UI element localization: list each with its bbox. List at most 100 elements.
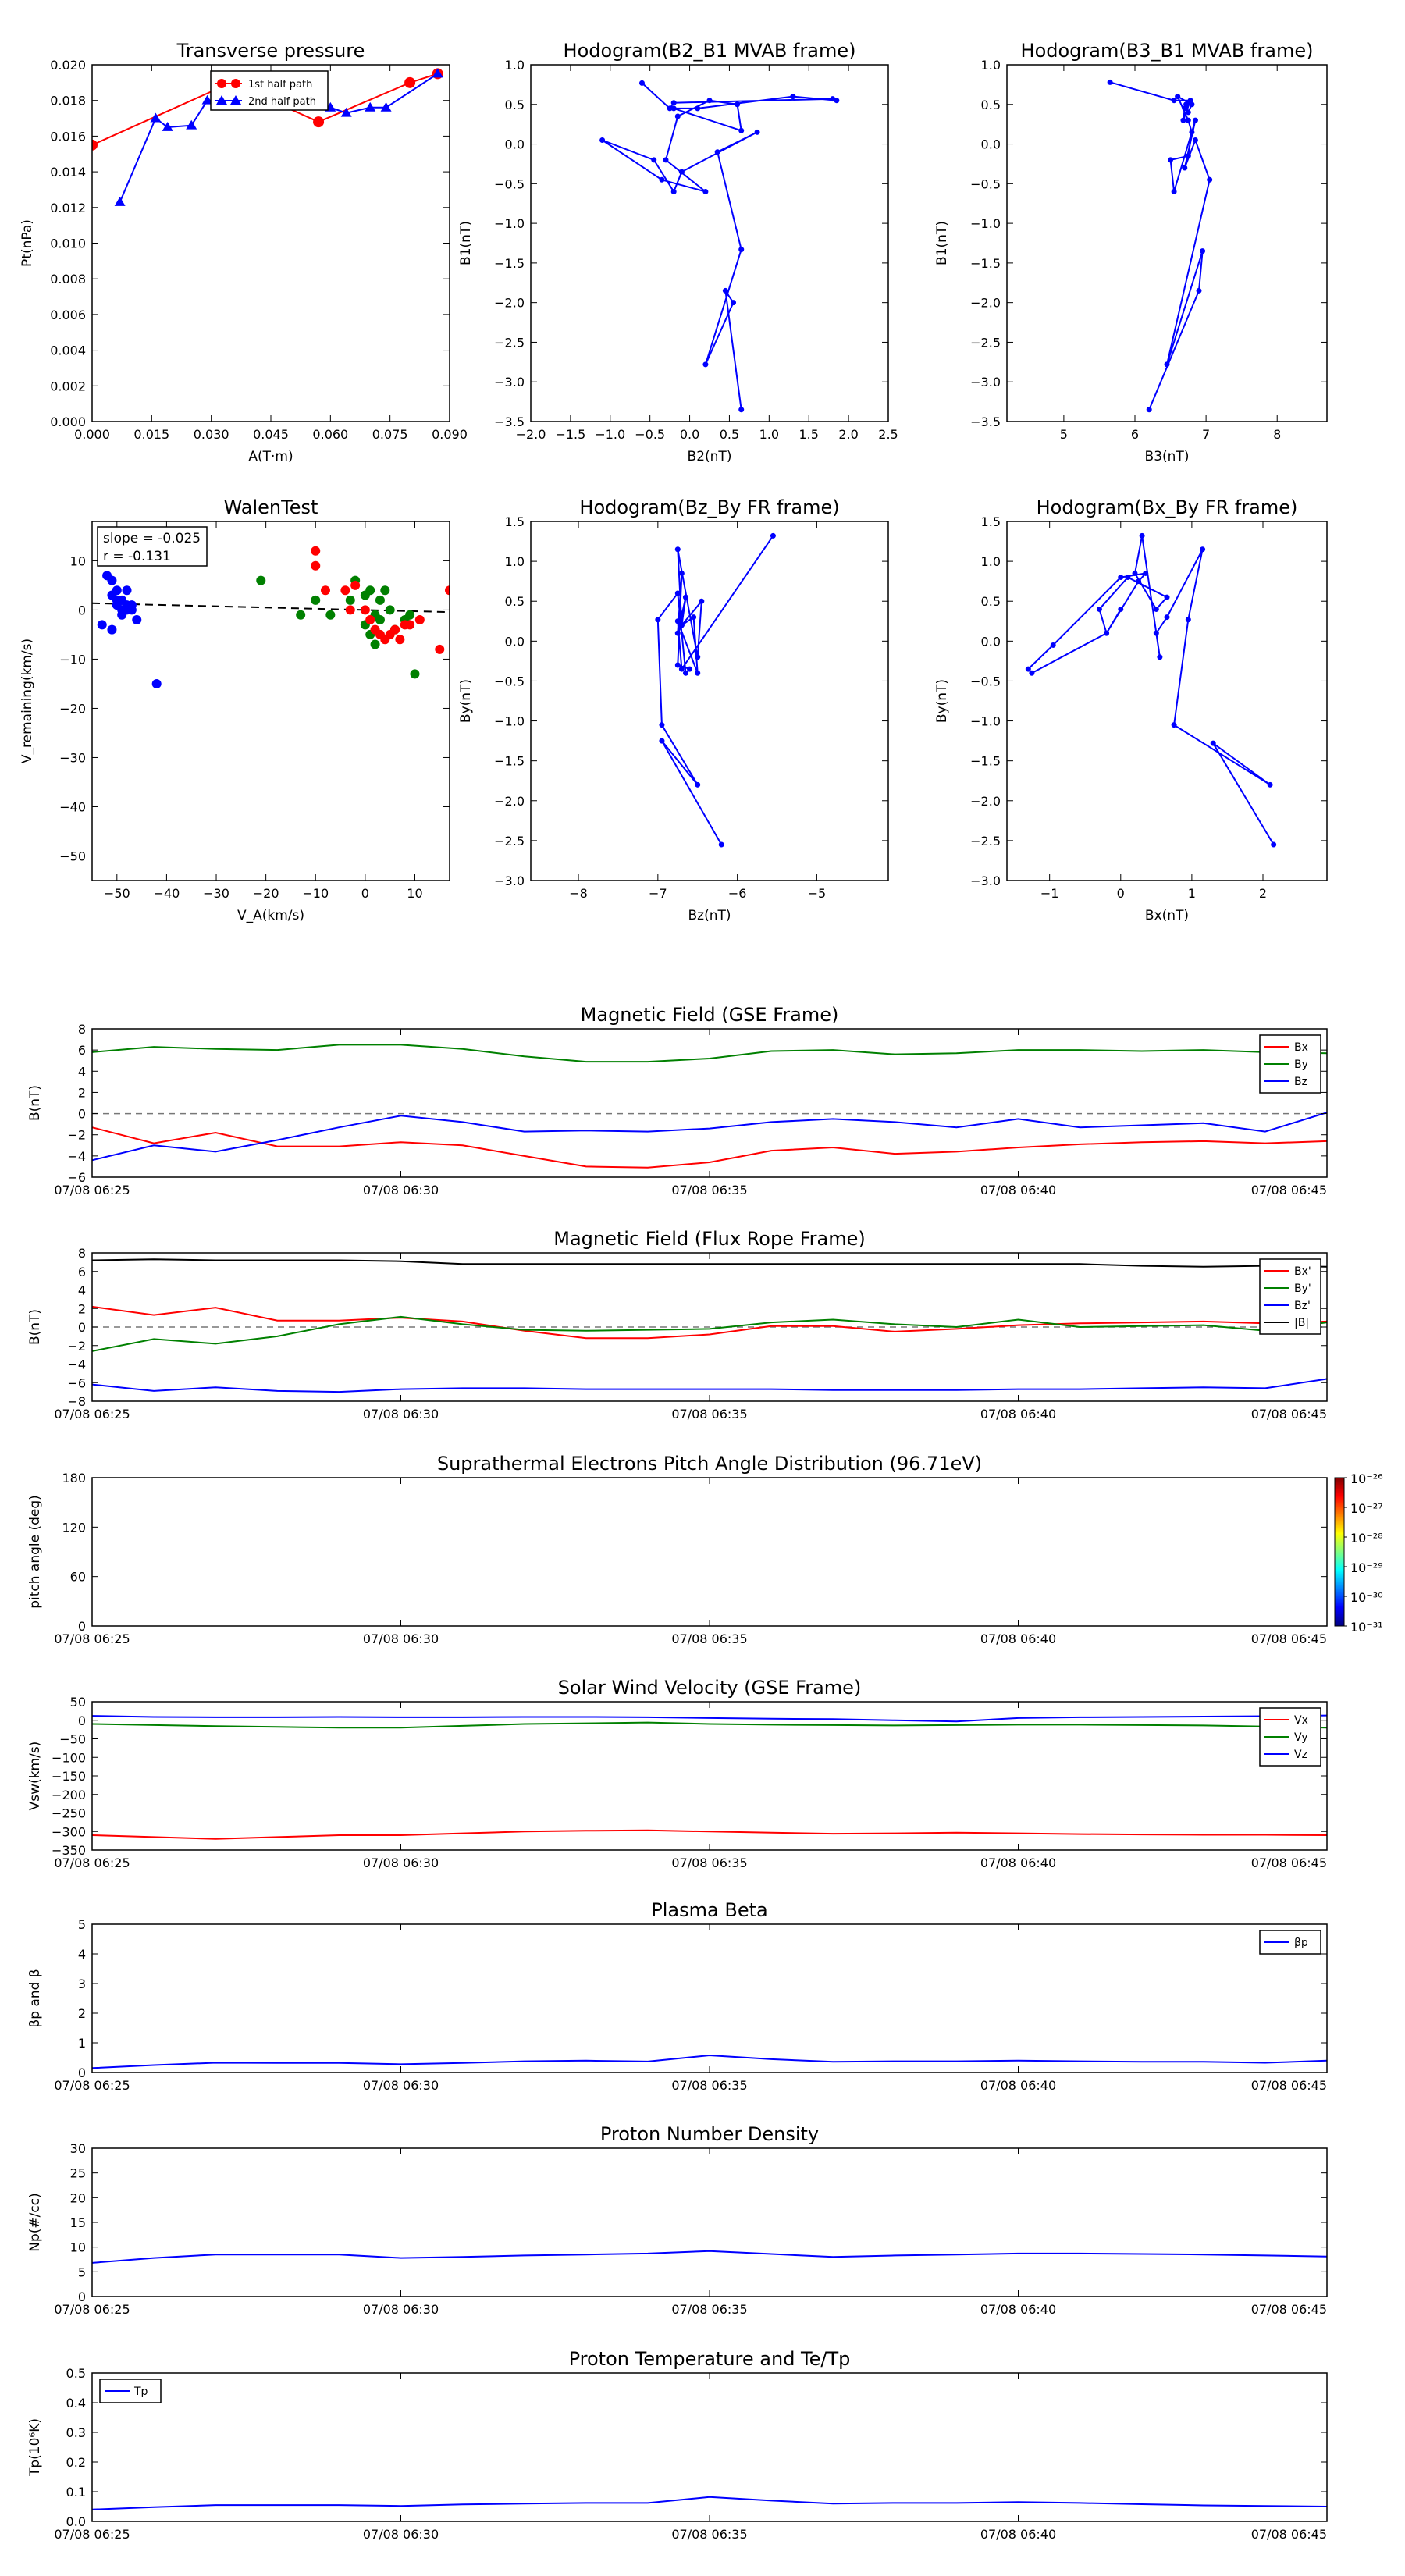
x-axis-label: V_A(km/s) <box>237 908 304 923</box>
y-tick-label: −0.5 <box>494 674 525 688</box>
y-tick-label: 60 <box>70 1570 86 1585</box>
data-point <box>380 585 390 596</box>
y-tick-label: −250 <box>52 1806 86 1821</box>
data-point <box>256 575 266 585</box>
y-tick-label: 0.1 <box>66 2485 86 2500</box>
x-tick-label: 0.090 <box>432 427 468 442</box>
x-tick-label: 0.0 <box>680 427 699 442</box>
y-tick-label: 0.000 <box>50 415 86 429</box>
x-tick-label: −2.0 <box>516 427 546 442</box>
y-axis-label: V_remaining(km/s) <box>20 639 35 763</box>
data-point <box>674 113 681 119</box>
y-tick-label: −20 <box>59 701 86 716</box>
chart-vsw: Solar Wind Velocity (GSE Frame) 07/08 06:… <box>27 1677 1328 1870</box>
colorbar-tick-label: 10⁻²⁷ <box>1350 1501 1383 1516</box>
y-tick-label: 0.020 <box>50 58 86 73</box>
y-tick-label: 1.5 <box>505 514 525 529</box>
annotation-slope: slope = -0.025 <box>103 531 201 546</box>
y-tick-label: 0.002 <box>50 379 86 393</box>
y-tick-label: 0.0 <box>981 137 1001 152</box>
data-point <box>738 407 745 413</box>
data-point <box>1164 594 1170 600</box>
y-tick-label: −2.0 <box>970 296 1001 311</box>
x-tick-label: 10 <box>407 886 422 901</box>
x-tick-label: −5 <box>808 886 827 901</box>
data-point <box>1187 98 1193 104</box>
data-point <box>1118 606 1124 612</box>
chart-pt: Transverse pressure 0.000 0.015 0.030 0.045 0… <box>20 40 468 464</box>
x-tick-label: 0.030 <box>194 427 229 442</box>
data-point <box>1125 575 1131 581</box>
y-tick-label: 0.0 <box>981 634 1001 649</box>
y-tick-label: −6 <box>67 1170 86 1185</box>
x-tick-label: 0 <box>1117 886 1125 901</box>
data-point <box>699 598 705 604</box>
y-tick-label: −150 <box>52 1769 86 1784</box>
x-tick-label: 07/08 06:35 <box>671 2527 747 2542</box>
y-tick-label: −1.0 <box>494 714 525 729</box>
y-tick-label: 5 <box>78 1917 86 1932</box>
y-tick-label: −8 <box>67 1394 86 1409</box>
x-tick-label: −1.5 <box>555 427 585 442</box>
y-tick-label: −3.0 <box>970 873 1001 888</box>
data-point <box>92 139 98 151</box>
data-point <box>599 137 606 143</box>
y-tick-label: 20 <box>70 2190 86 2205</box>
x-tick-label: 07/08 06:35 <box>671 2078 747 2093</box>
data-point <box>112 585 122 596</box>
data-point <box>1185 117 1191 123</box>
series-s0-line <box>602 82 838 410</box>
plot-frame <box>91 2372 1328 2522</box>
y-tick-label: 0.2 <box>66 2455 86 2470</box>
y-tick-label: −6 <box>67 1375 86 1390</box>
data-point <box>126 600 137 610</box>
plot-frame <box>1006 521 1328 881</box>
data-point <box>320 585 330 596</box>
y-tick-label: 4 <box>78 1283 86 1298</box>
y-tick-label: 6 <box>78 1043 86 1058</box>
y-axis-label: By(nT) <box>934 679 950 723</box>
x-tick-label: −1.0 <box>595 427 625 442</box>
x-tick-label: −50 <box>104 886 130 901</box>
series-tp-line <box>92 2496 1327 2510</box>
y-tick-label: 0.3 <box>66 2425 86 2440</box>
data-point <box>1196 287 1202 294</box>
data-point <box>345 595 355 605</box>
legend-label: Bz <box>1294 1076 1307 1088</box>
x-tick-label: 07/08 06:45 <box>1251 1631 1327 1646</box>
y-tick-label: −1.5 <box>494 754 525 769</box>
y-tick-label: 0.5 <box>505 98 525 112</box>
y-tick-label: 0.014 <box>50 165 86 180</box>
y-tick-label: −100 <box>52 1750 86 1765</box>
y-tick-label: 0.006 <box>50 308 86 322</box>
y-tick-label: 0.004 <box>50 343 86 358</box>
data-point <box>678 570 685 576</box>
data-point <box>651 157 657 163</box>
x-tick-label: 07/08 06:35 <box>671 1183 747 1197</box>
x-tick-label: 07/08 06:25 <box>54 2527 130 2542</box>
y-axis-label: Np(#/cc) <box>27 2193 43 2251</box>
y-tick-label: −3.5 <box>970 415 1001 429</box>
x-tick-label: 1.5 <box>799 427 818 442</box>
data-point <box>695 670 701 676</box>
data-point <box>667 105 673 112</box>
legend-label: |B| <box>1294 1317 1309 1329</box>
y-tick-label: −30 <box>59 750 86 765</box>
y-tick-label: 0.016 <box>50 129 86 144</box>
data-point <box>678 169 685 175</box>
legend-label: Bx' <box>1294 1265 1311 1278</box>
chart-title: Hodogram(B2_B1 MVAB frame) <box>564 40 856 62</box>
y-tick-label: −3.0 <box>970 375 1001 390</box>
y-tick-label: 1.0 <box>981 58 1001 73</box>
x-tick-label: 07/08 06:25 <box>54 1183 130 1197</box>
x-tick-label: 0.045 <box>253 427 289 442</box>
data-point <box>375 615 385 625</box>
y-tick-label: −2.5 <box>494 834 525 849</box>
data-point <box>682 670 688 676</box>
plot-area <box>92 2054 1327 2069</box>
data-point <box>410 669 420 679</box>
y-tick-label: 0.0 <box>66 2514 86 2529</box>
colorbar-tick-label: 10⁻³¹ <box>1350 1620 1383 1635</box>
plot-frame <box>530 521 889 881</box>
